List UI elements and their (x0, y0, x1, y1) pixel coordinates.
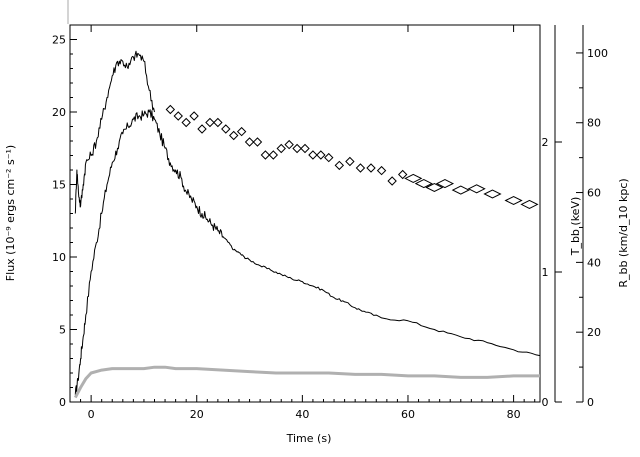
kt-point (504, 195, 523, 206)
kt-point (284, 139, 294, 150)
flux-tick-label: 15 (52, 179, 66, 192)
x-tick-label: 80 (507, 408, 521, 421)
kt-point (189, 111, 199, 121)
flux-tick-label: 10 (52, 251, 66, 264)
kt-point (397, 169, 408, 180)
kt-point (252, 137, 263, 147)
r-tick-label: 80 (587, 117, 601, 130)
kt-point (387, 176, 397, 186)
kt-point (236, 126, 247, 137)
kt-point (334, 160, 345, 171)
kt-point (345, 156, 355, 167)
flux-tick-label: 5 (59, 324, 66, 337)
kt-point (376, 165, 387, 176)
series-line-3 (73, 365, 540, 399)
kt-point (404, 173, 423, 183)
kt-tick-label: 2 (542, 136, 549, 149)
r-tick-label: 100 (587, 47, 608, 60)
kt-point (316, 150, 326, 160)
kt-point (213, 117, 223, 128)
chart-marks (73, 50, 541, 399)
series-line-1 (74, 109, 541, 395)
kt-tick-label: 1 (542, 266, 549, 279)
kt-point (366, 163, 376, 173)
kt-point (221, 124, 231, 134)
r-tick-label: 40 (587, 256, 601, 269)
kt-point (414, 179, 433, 189)
flux-tick-label: 0 (59, 396, 66, 409)
kt-point (165, 104, 176, 115)
kt-point (483, 189, 502, 199)
kt-point (229, 130, 239, 141)
kt-point (425, 182, 444, 193)
x-tick-label: 60 (401, 408, 415, 421)
kt-point (520, 199, 539, 209)
flux-axis-label: Flux (10⁻⁹ ergs cm⁻² s⁻¹) (4, 145, 17, 281)
x-tick-label: 0 (88, 408, 95, 421)
kt-point (268, 150, 279, 160)
kt-tick-label: 0 (542, 396, 549, 409)
kt-point (300, 143, 310, 154)
kt-point (173, 111, 183, 121)
flux-tick-label: 20 (52, 106, 66, 119)
kt-point (324, 152, 334, 163)
x-axis-label: Time (s) (286, 432, 332, 445)
r-tick-label: 20 (587, 326, 601, 339)
kt-point (197, 124, 207, 134)
kt-point (181, 117, 191, 128)
r-tick-label: 60 (587, 187, 601, 200)
r-axis-label: R_bb (km/d_10 kpc) (617, 178, 630, 287)
kt-point (435, 179, 455, 189)
kt-point (451, 185, 470, 195)
kt-axis-label: T_bb (keV) (569, 197, 582, 257)
series-line-2 (74, 50, 155, 214)
x-tick-label: 20 (190, 408, 204, 421)
kt-point (276, 143, 286, 154)
kt-point (355, 163, 366, 173)
x-tick-label: 40 (295, 408, 309, 421)
flux-tick-label: 25 (52, 34, 66, 47)
kt-point (467, 184, 486, 194)
r-tick-label: 0 (587, 396, 594, 409)
